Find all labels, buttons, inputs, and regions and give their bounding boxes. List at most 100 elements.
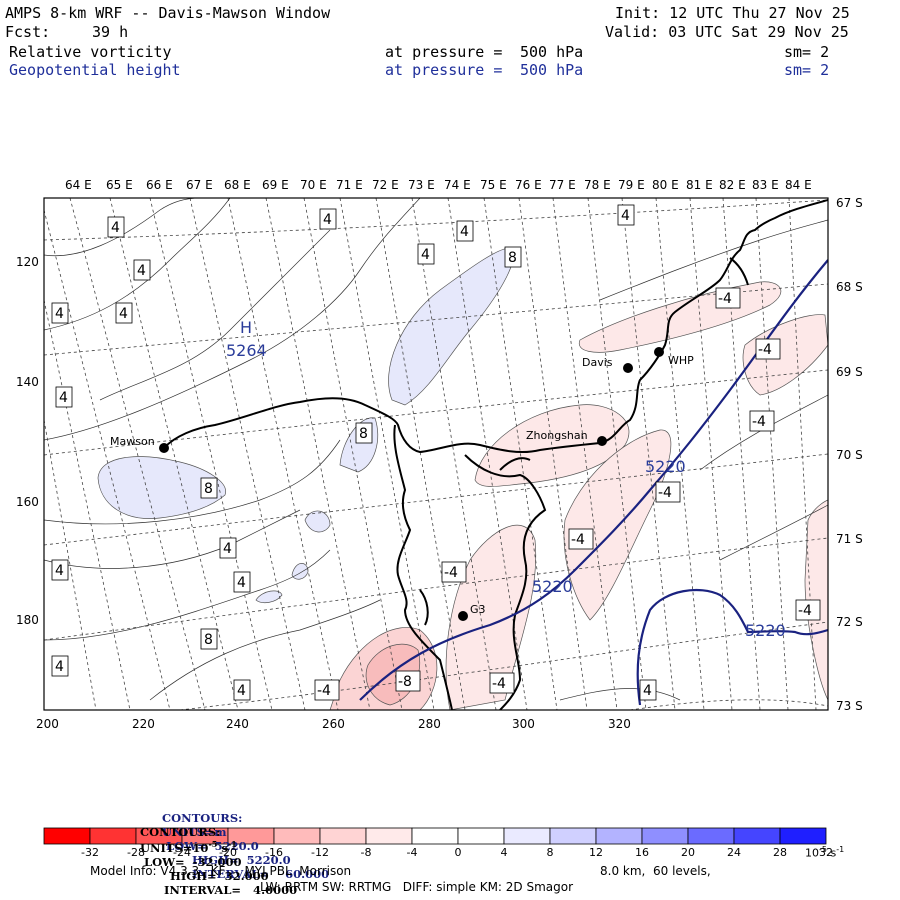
height-label: 5220 — [532, 577, 573, 596]
lon-label: 73 E — [408, 178, 435, 192]
vort-label: 8 — [508, 250, 517, 266]
vort-label: 8 — [359, 426, 368, 442]
field1-level-label: at pressure = — [385, 43, 503, 61]
colorbar-swatch — [687, 827, 735, 845]
colorbar-tick-label: 16 — [635, 846, 649, 859]
y-tick: 180 — [16, 613, 39, 627]
vort-label: 4 — [421, 247, 430, 263]
height-label: 5220 — [745, 621, 786, 640]
vort-label: 4 — [237, 575, 246, 591]
valid-time: Valid: 03 UTC Sat 29 Nov 25 — [605, 23, 849, 41]
vort-label-box: 4 — [51, 655, 69, 677]
vort-label-box: 8 — [200, 628, 218, 650]
vort-label: 4 — [111, 220, 120, 236]
y-tick: 160 — [16, 495, 39, 509]
contour-info-height: CONTOURS: UNITS=m LOW= 5220.0 HIGH= 5220… — [154, 797, 329, 881]
lon-label: 78 E — [584, 178, 611, 192]
y-tick: 140 — [16, 375, 39, 389]
vorticity-contours — [44, 198, 828, 701]
vort-label-box: 4 — [233, 571, 251, 593]
x-tick: 220 — [132, 717, 155, 731]
lon-label: 77 E — [549, 178, 576, 192]
model-physics: LW: RRTM SW: RRTMG DIFF: simple KM: 2D S… — [260, 880, 574, 894]
colorbar-swatch — [457, 827, 505, 845]
lon-label: 71 E — [336, 178, 363, 192]
high-center-label: H — [240, 318, 252, 337]
vort-label: 8 — [204, 632, 213, 648]
vort-label-box: 8 — [504, 246, 522, 268]
vort-label-box: 4 — [639, 679, 657, 701]
vort-label: 4 — [460, 224, 469, 240]
vort-label: 4 — [223, 541, 232, 557]
colorbar-tick-label: 4 — [500, 846, 508, 859]
contour-interval: INTERVAL= 4.0000 — [164, 882, 298, 897]
station-dot-g3 — [458, 611, 468, 621]
vort-label-box: -4 — [314, 679, 340, 701]
vort-label-box: -4 — [749, 410, 775, 432]
vort-label-box: 4 — [51, 559, 69, 581]
vort-label: 4 — [55, 659, 64, 675]
x-tick: 300 — [512, 717, 535, 731]
lat-lon-grid — [44, 198, 828, 710]
vort-label-box: -4 — [755, 338, 781, 360]
colorbar-tick-label: -32 — [81, 846, 99, 859]
model-resolution: 8.0 km, 60 levels, — [600, 864, 711, 878]
high-center-value: 5264 — [226, 341, 267, 360]
colorbar-swatch — [779, 827, 827, 845]
lat-label: 68 S — [836, 280, 863, 294]
vort-label: 4 — [55, 563, 64, 579]
colorbar — [43, 827, 827, 845]
vort-label: -4 — [758, 342, 772, 358]
lon-label: 83 E — [752, 178, 779, 192]
lon-label: 67 E — [186, 178, 213, 192]
contour-low: LOW= -32.000 — [144, 854, 242, 869]
lon-label: 65 E — [106, 178, 133, 192]
x-axis-ticks: 200 220 240 260 280 300 320 — [36, 717, 631, 731]
vort-label: 4 — [643, 683, 652, 699]
contour-high: HIGH= 5220.0 — [192, 853, 291, 867]
x-tick: 280 — [418, 717, 441, 731]
colorbar-units: 10-5 s-1 — [805, 845, 845, 860]
vort-label-box: 4 — [115, 302, 133, 324]
vort-label-box: 4 — [456, 220, 474, 242]
station-label-g3: G3 — [470, 603, 486, 616]
x-tick: 320 — [608, 717, 631, 731]
vort-label: 4 — [119, 306, 128, 322]
lon-label: 69 E — [262, 178, 289, 192]
station-labels: Mawson Davis WHP Zhongshan G3 — [110, 354, 694, 616]
vort-label-box: 4 — [617, 204, 635, 226]
lon-label: 80 E — [652, 178, 679, 192]
station-dot-whp — [654, 347, 664, 357]
model-info: Model Info: V4.3.3 KF MYJ PBL Morrison — [90, 864, 352, 878]
x-tick: 240 — [226, 717, 249, 731]
lon-label: 66 E — [146, 178, 173, 192]
lon-label: 64 E — [65, 178, 92, 192]
vort-label-box: -4 — [568, 528, 594, 550]
vort-label: -8 — [398, 674, 412, 690]
vort-label: 8 — [204, 481, 213, 497]
contour-info-vorticity: CONTOURS: UNITS=10-5 s-1 LOW= -32.000 HI… — [132, 811, 297, 897]
lon-label: 81 E — [686, 178, 713, 192]
station-label-zhongshan: Zhongshan — [526, 429, 588, 442]
vort-label-box: 4 — [417, 243, 435, 265]
station-dot-mawson — [159, 443, 169, 453]
field2-smoothing: sm= 2 — [784, 61, 830, 79]
vort-label-box: -4 — [489, 672, 515, 694]
field1-name: Relative vorticity — [9, 43, 172, 61]
vort-label: 4 — [137, 263, 146, 279]
lon-label: 79 E — [618, 178, 645, 192]
vort-label-box: -4 — [795, 599, 821, 621]
vort-label: 4 — [55, 306, 64, 322]
y-axis-ticks: 120 140 160 180 — [16, 255, 39, 627]
colorbar-tick-label: 8 — [546, 846, 554, 859]
lon-label: 84 E — [785, 178, 812, 192]
vort-label-box: 4 — [107, 216, 125, 238]
colorbar-swatch — [641, 827, 689, 845]
vort-label-box: -4 — [715, 287, 741, 309]
colorbar-tick-label: 0 — [454, 846, 462, 859]
colorbar-tick-label: -4 — [406, 846, 418, 859]
colorbar-swatch — [595, 827, 643, 845]
lat-label: 72 S — [836, 615, 863, 629]
vort-label: -4 — [492, 676, 506, 692]
